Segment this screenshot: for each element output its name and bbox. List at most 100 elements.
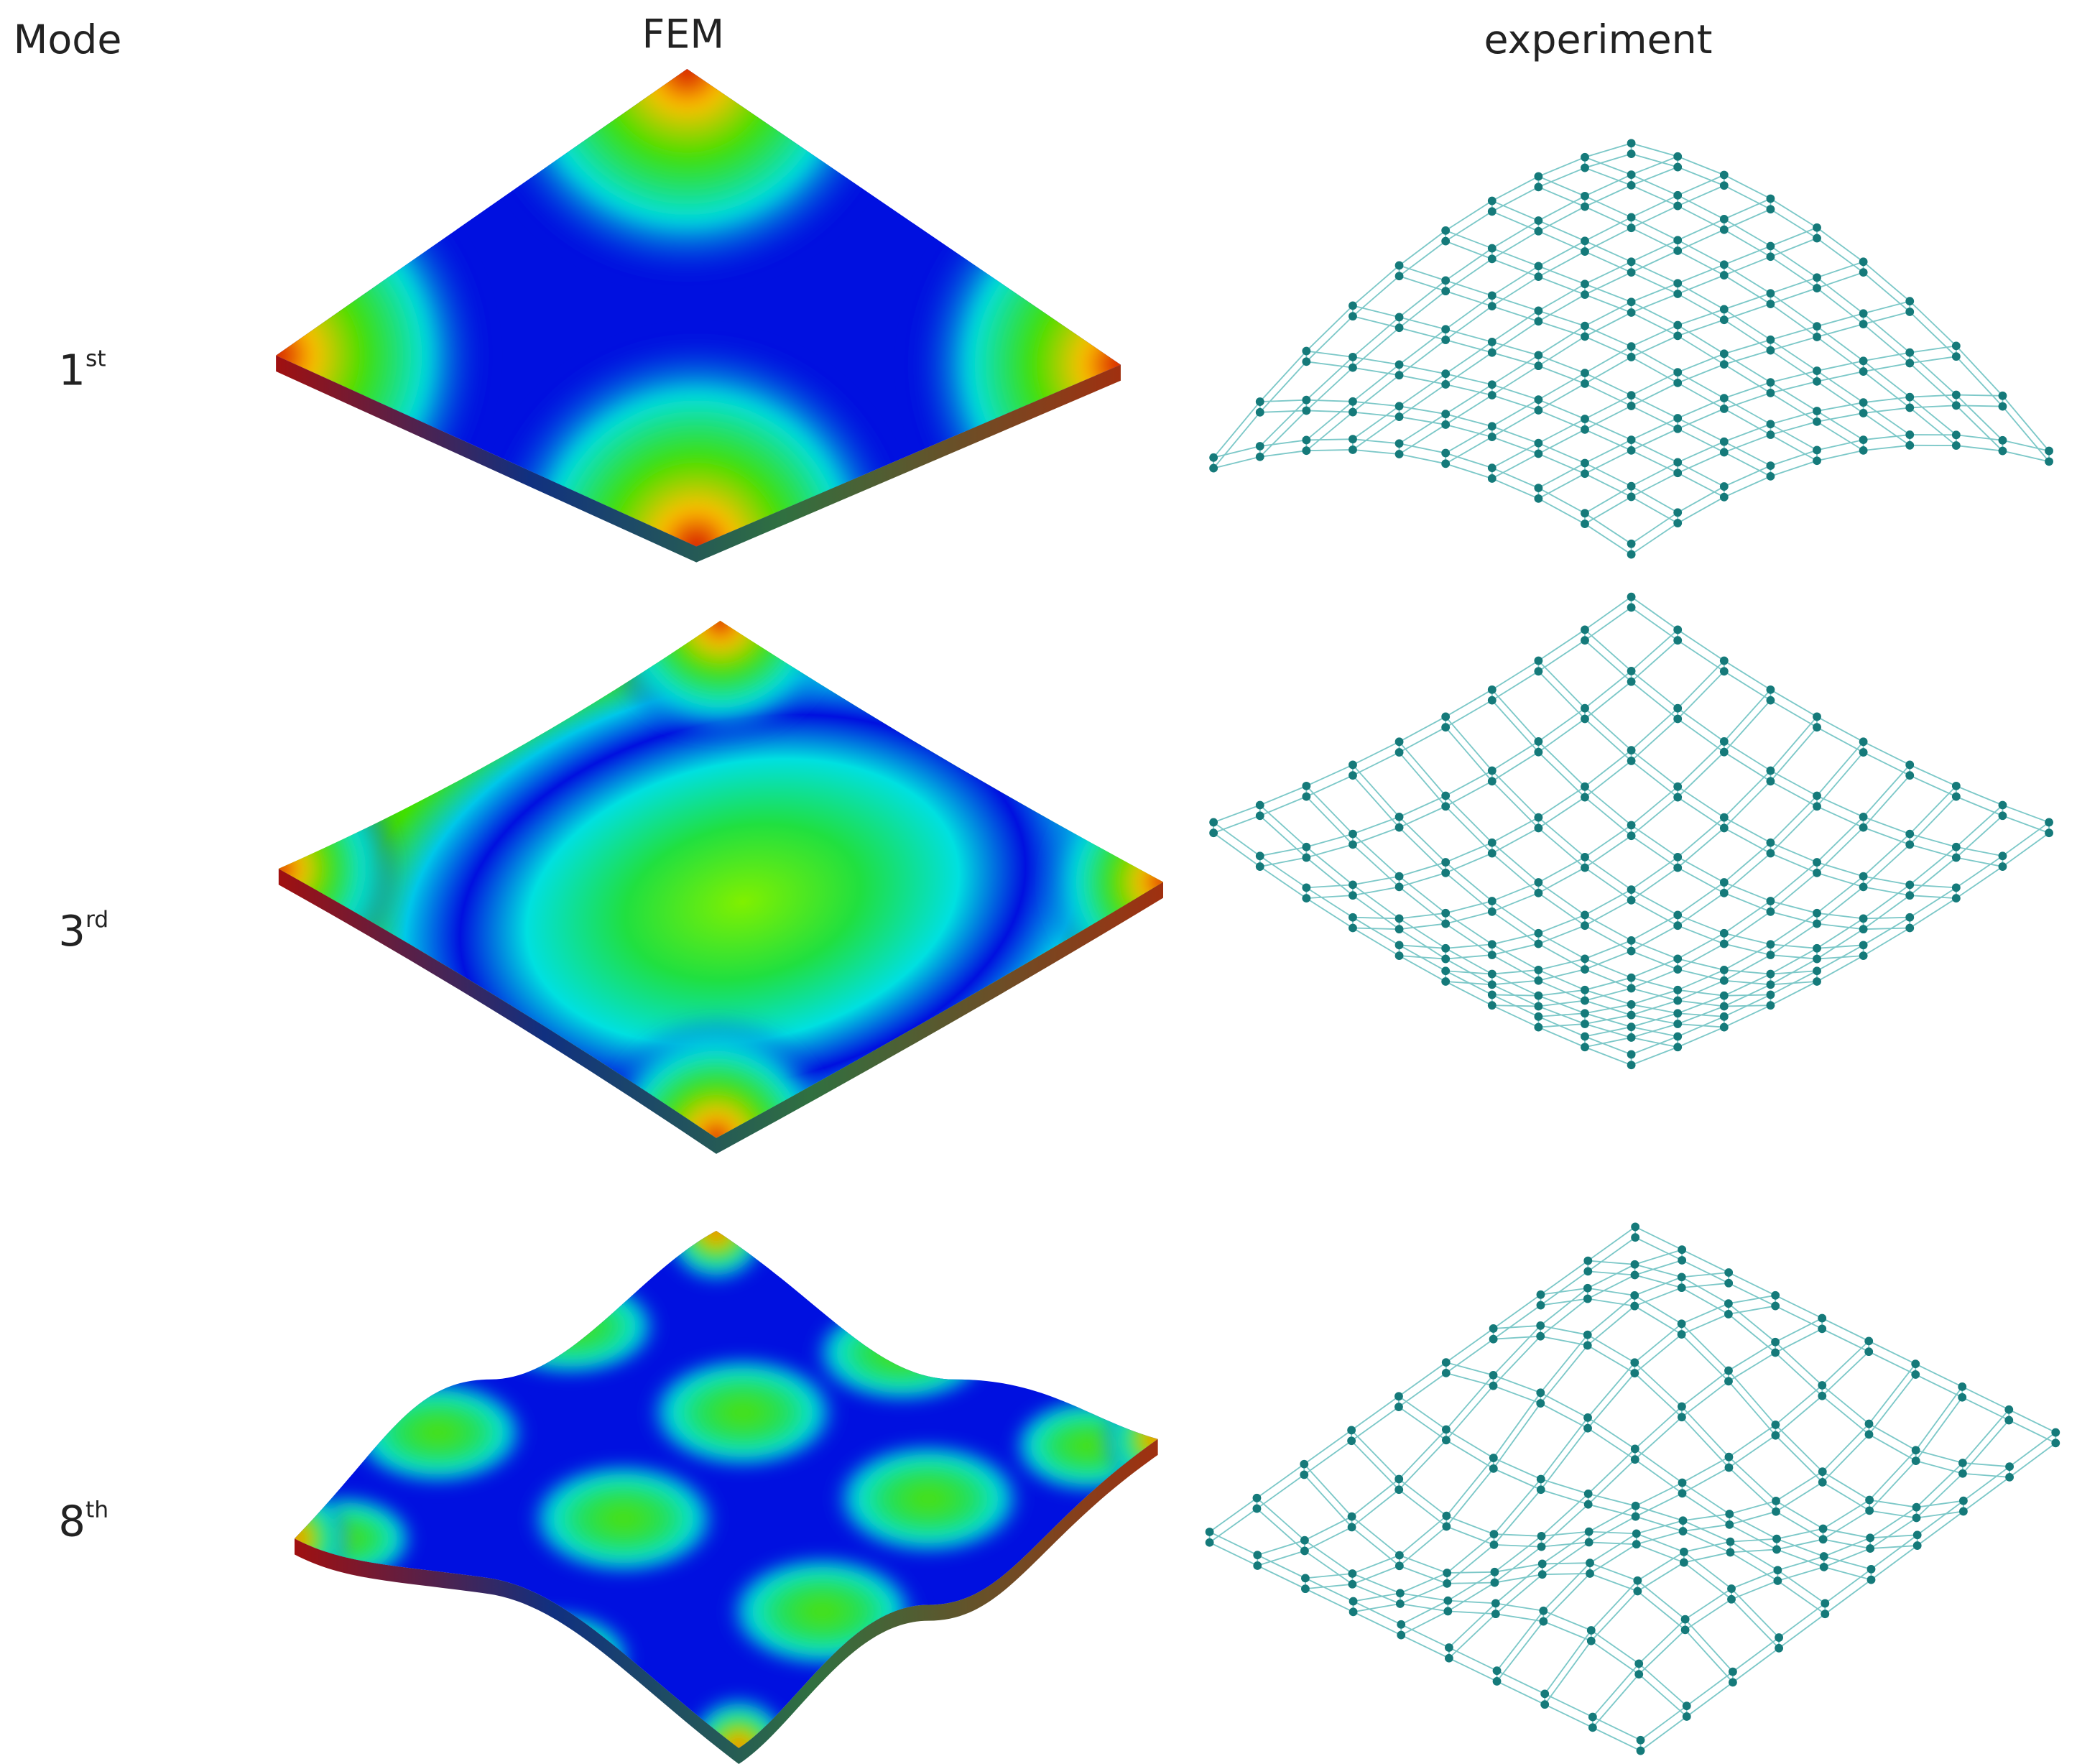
mesh-line [1305, 366, 1354, 412]
mesh-node [1673, 246, 1683, 255]
mesh-line [1491, 220, 1539, 249]
mesh-node [1813, 223, 1821, 232]
mesh-line [1631, 950, 1678, 970]
mesh-line [1636, 1543, 1685, 1564]
mesh-line [1863, 884, 1910, 920]
mesh-node [1394, 371, 1404, 380]
mesh-node [1633, 1576, 1642, 1585]
mesh-node [1302, 853, 1311, 862]
mesh-line [1491, 751, 1539, 782]
mesh-node [1397, 1620, 1406, 1629]
mesh-node [1583, 1283, 1592, 1293]
mesh-node [1766, 696, 1775, 705]
mesh-line [1635, 1492, 1683, 1518]
mesh-line [1540, 1324, 1588, 1336]
mesh-line [1538, 354, 1586, 374]
mesh-node [1958, 1382, 1967, 1391]
mesh-node [1540, 1700, 1550, 1709]
mesh-line [1677, 752, 1725, 798]
mesh-line [1588, 1505, 1637, 1533]
mesh-line [1823, 1510, 1870, 1541]
mesh-node [1581, 863, 1589, 872]
mesh-line [1724, 751, 1771, 782]
mesh-node [1677, 1319, 1686, 1329]
mesh-node [1581, 369, 1589, 378]
mesh-line [1677, 228, 1725, 251]
mesh-line [1639, 1716, 1688, 1752]
mesh-line [1724, 465, 1771, 487]
mesh-node [1627, 984, 1636, 993]
mesh-line [1631, 335, 1678, 358]
mesh-line [1398, 1489, 1447, 1528]
mesh-line [1634, 1405, 1683, 1450]
mesh-line [1631, 394, 1678, 419]
mesh-line [1770, 198, 1818, 228]
mesh-node [1581, 202, 1589, 211]
mesh-node [1441, 908, 1451, 918]
mesh-line [1491, 689, 1540, 742]
mesh-node [1673, 152, 1683, 161]
mesh-line [1445, 1385, 1494, 1441]
mesh-node [1673, 703, 1683, 713]
mesh-line [1863, 311, 1910, 325]
mesh-line [1399, 1525, 1447, 1566]
mesh-line [1956, 855, 2003, 889]
mesh-line [1537, 251, 1586, 277]
mesh-line [1677, 994, 1725, 1015]
mesh-line [1259, 400, 1308, 447]
mesh-node [1394, 748, 1404, 757]
mesh-line [1770, 349, 1818, 382]
mesh-line [1724, 670, 1771, 701]
mesh-node [1673, 201, 1683, 211]
mesh-node [1581, 996, 1589, 1005]
mesh-node [1673, 508, 1683, 517]
mesh-line [1494, 1563, 1542, 1573]
mesh-line [1445, 328, 1493, 343]
mesh-node [1813, 802, 1821, 811]
mesh-line [1584, 639, 1632, 683]
mesh-node [1859, 914, 1868, 923]
mesh-node [1443, 1569, 1452, 1577]
mesh-line [1587, 1372, 1636, 1429]
mesh-line [1305, 411, 1354, 451]
mesh-line [1775, 1395, 1823, 1436]
mesh-line [1678, 1012, 1724, 1017]
mesh-line [1631, 261, 1678, 285]
mesh-node [1719, 360, 1729, 369]
mesh-line [1584, 629, 1632, 672]
mesh-line [1961, 1396, 2009, 1421]
mesh-line [1445, 339, 1493, 354]
mesh-line [1677, 218, 1725, 241]
mesh-line [1491, 365, 1539, 396]
mesh-node [1534, 976, 1543, 985]
mesh-line [1631, 856, 1678, 890]
mesh-node [1487, 766, 1497, 775]
mesh-line [1491, 320, 1539, 354]
mesh-node [1998, 862, 2007, 871]
mesh-node [1302, 792, 1311, 801]
mesh-node [1534, 1002, 1543, 1011]
mesh-line [1724, 882, 1771, 902]
mesh-line [1677, 417, 1725, 443]
mesh-line [1213, 815, 1261, 834]
mesh-line [1681, 1380, 1729, 1418]
mesh-line [1631, 999, 1678, 1016]
mesh-line [1822, 1471, 1870, 1501]
mesh-line [1491, 436, 1539, 455]
mesh-line [1816, 336, 1864, 372]
mesh-node [1677, 1273, 1686, 1282]
mesh-node [1673, 910, 1683, 920]
mesh-line [1591, 1590, 1639, 1642]
mesh-line [1909, 795, 1957, 846]
mesh-line [1445, 947, 1493, 975]
mesh-line [1634, 1274, 1682, 1289]
mesh-line [1770, 237, 1818, 258]
mesh-line [1816, 923, 1864, 931]
mesh-line [1257, 1539, 1305, 1556]
mesh-line [1724, 451, 1771, 477]
mesh-node [1630, 1260, 1639, 1269]
mesh-line [1537, 283, 1586, 312]
mesh-line [1816, 313, 1864, 328]
mesh-node [1719, 813, 1729, 822]
mesh-line [1538, 167, 1586, 188]
